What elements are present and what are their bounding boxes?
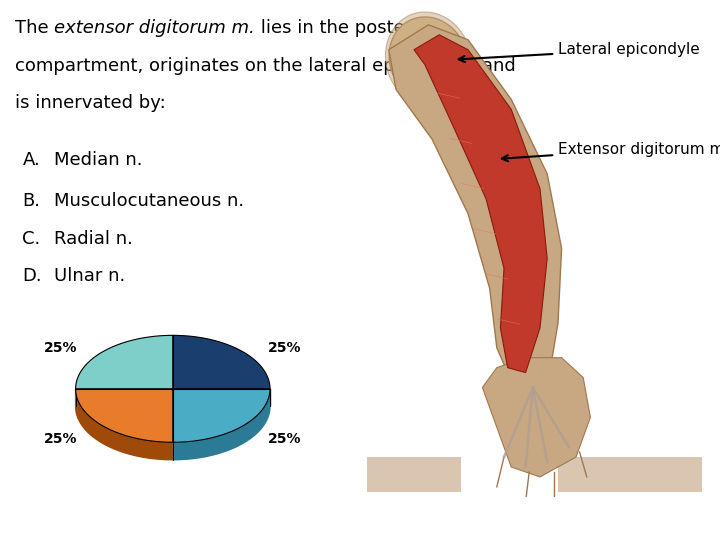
Ellipse shape (389, 17, 468, 102)
Polygon shape (482, 357, 590, 477)
Text: 25%: 25% (44, 433, 78, 447)
Polygon shape (389, 25, 562, 397)
FancyBboxPatch shape (367, 457, 461, 492)
Text: 25%: 25% (268, 341, 302, 355)
Text: Radial n.: Radial n. (54, 230, 133, 247)
Text: Extensor digitorum m.: Extensor digitorum m. (502, 141, 720, 161)
Text: A.: A. (22, 151, 40, 169)
Text: The: The (15, 19, 54, 37)
Text: Ulnar n.: Ulnar n. (54, 267, 125, 285)
Text: Median n.: Median n. (54, 151, 143, 169)
Polygon shape (173, 389, 270, 460)
Text: C.: C. (22, 230, 41, 247)
Text: compartment, originates on the lateral epicondyle, and: compartment, originates on the lateral e… (15, 57, 516, 75)
Text: B.: B. (22, 192, 40, 210)
Polygon shape (76, 389, 173, 460)
Text: lies in the posterior: lies in the posterior (255, 19, 436, 37)
Text: is innervated by:: is innervated by: (15, 94, 166, 112)
Polygon shape (76, 389, 173, 442)
Text: D.: D. (22, 267, 42, 285)
Text: Lateral epicondyle: Lateral epicondyle (459, 42, 700, 62)
Text: 25%: 25% (44, 341, 78, 355)
Text: Musculocutaneous n.: Musculocutaneous n. (54, 192, 244, 210)
FancyBboxPatch shape (558, 457, 702, 492)
Text: extensor digitorum m.: extensor digitorum m. (54, 19, 255, 37)
Text: 25%: 25% (268, 433, 302, 447)
Polygon shape (76, 335, 173, 389)
Polygon shape (173, 335, 270, 389)
Ellipse shape (385, 12, 472, 107)
Polygon shape (173, 389, 270, 442)
Polygon shape (414, 35, 547, 373)
